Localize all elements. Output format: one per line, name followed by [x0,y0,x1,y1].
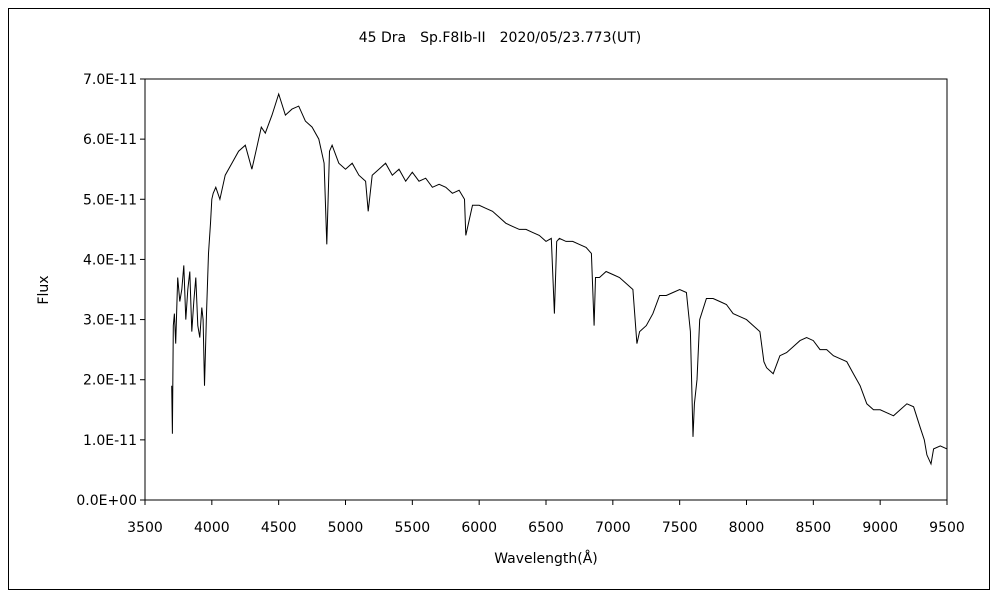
x-axis-label: Wavelength(Å) [494,550,598,567]
y-tick-label: 3.0E-11 [83,313,137,329]
x-tick-label: 4000 [194,520,230,536]
y-tick-label: 0.0E+00 [76,493,137,509]
y-tick-label: 4.0E-11 [83,252,137,268]
x-axis: 3500 4000 4500 5000 5500 6000 6500 7000 7500 8000… [127,500,965,536]
x-tick-label: 3500 [127,520,163,536]
x-tick-label: 5000 [328,520,364,536]
y-tick-label: 6.0E-11 [83,132,137,148]
chart-title: 45 Dra Sp.F8Ib-II 2020/05/23.773(UT) [359,30,641,46]
x-tick-label: 5500 [395,520,431,536]
x-tick-label: 8500 [796,520,832,536]
plot-area [144,78,948,501]
x-tick-label: 9000 [862,520,898,536]
x-tick-label: 6000 [461,520,497,536]
y-tick-label: 5.0E-11 [83,192,137,208]
x-tick-label: 7500 [662,520,698,536]
y-axis: 0.0E+00 1.0E-11 2.0E-11 3.0E-11 4.0E-11 5.0E-… [76,72,145,509]
y-tick-label: 1.0E-11 [83,433,137,449]
x-tick-label: 4500 [261,520,297,536]
x-tick-label: 9500 [929,520,965,536]
y-tick-label: 2.0E-11 [83,373,137,389]
spectrum-series-line [171,92,948,466]
y-axis-label: Flux [36,275,52,304]
x-tick-label: 8000 [729,520,765,536]
y-tick-label: 7.0E-11 [83,72,137,88]
x-tick-label: 7000 [595,520,631,536]
x-tick-label: 6500 [528,520,564,536]
